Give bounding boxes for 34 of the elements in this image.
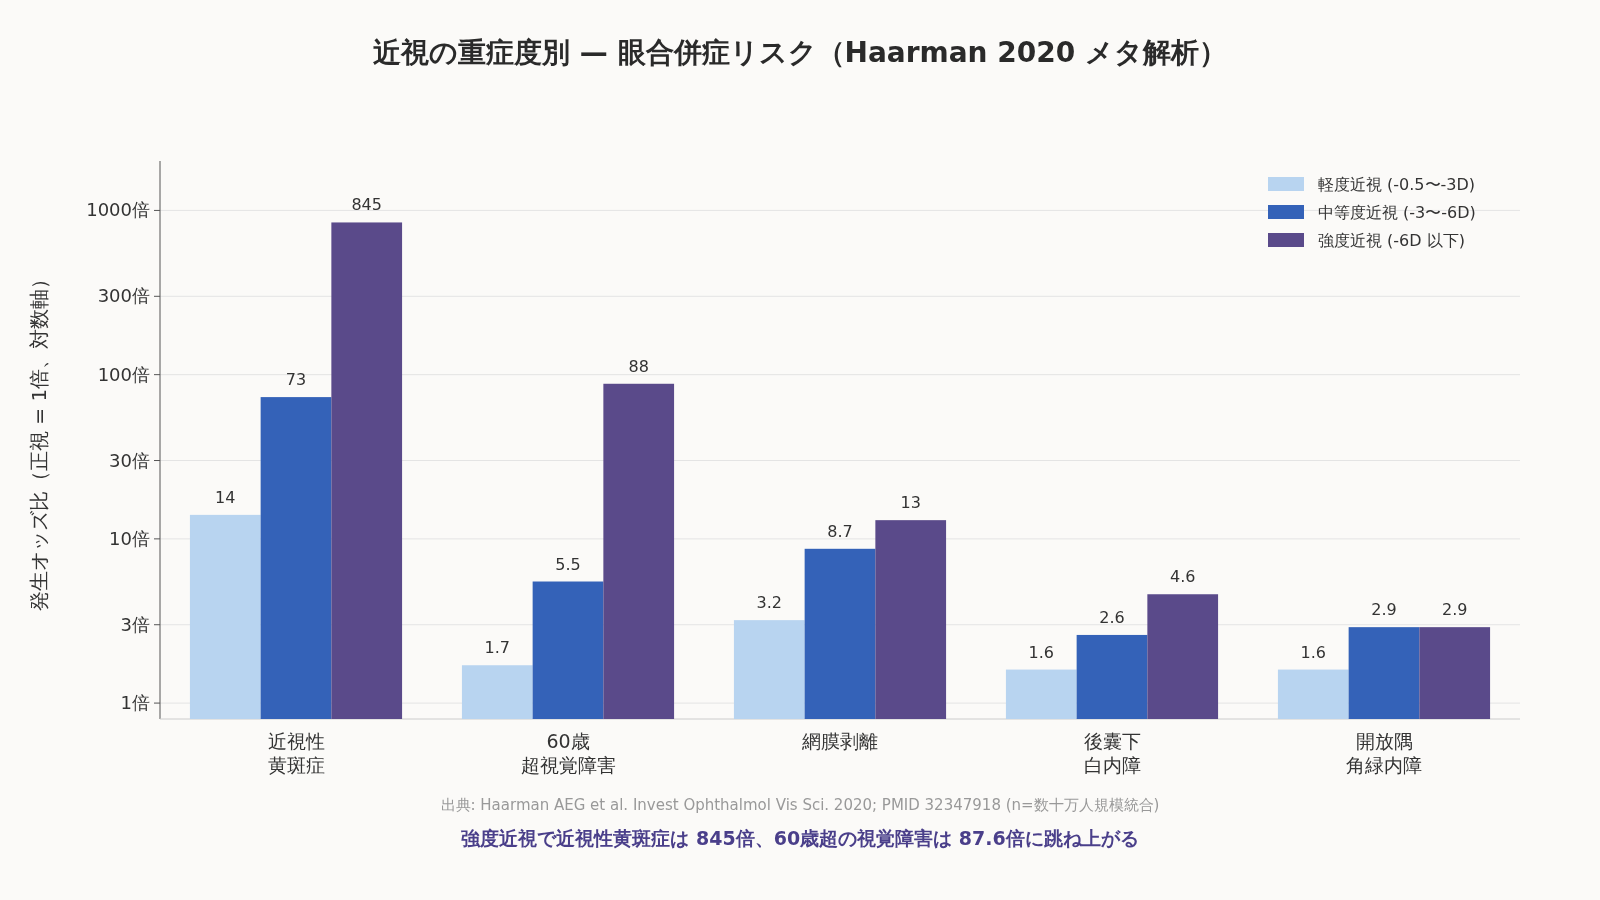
legend-label: 強度近視 (-6D 以下) bbox=[1318, 231, 1465, 250]
data-label: 13 bbox=[900, 493, 921, 513]
data-label: 5.5 bbox=[555, 554, 581, 574]
data-label: 73 bbox=[285, 370, 307, 390]
data-label: 1.7 bbox=[484, 638, 511, 658]
y-tick-label: 10倍 bbox=[109, 527, 150, 549]
data-label: 88 bbox=[628, 356, 649, 376]
data-label: 8.7 bbox=[827, 521, 853, 541]
text: 強度近視で近視性黄斑症は 845倍、60歳超の視覚障害は 87.6倍に跳ね上がる bbox=[461, 827, 1139, 849]
data-label: 3.2 bbox=[756, 593, 783, 613]
y-tick-label: 1000倍 bbox=[86, 199, 150, 221]
data-label: 4.6 bbox=[1169, 567, 1196, 587]
x-tick-label: 網膜剥離 bbox=[801, 730, 878, 752]
data-label: 1.6 bbox=[1300, 642, 1327, 662]
data-label: 1.6 bbox=[1028, 642, 1055, 662]
y-tick-label: 1倍 bbox=[120, 692, 150, 714]
data-label: 845 bbox=[351, 195, 382, 215]
chart-title: 近視の重症度別 — 眼合併症リスク（Haarman 2020 メタ解析） bbox=[373, 36, 1227, 69]
y-tick-label: 300倍 bbox=[97, 285, 150, 307]
legend-label: 中等度近視 (-3〜-6D) bbox=[1318, 203, 1476, 222]
data-label: 2.6 bbox=[1099, 607, 1125, 627]
x-tick-label: 開放隅角緑内障 bbox=[1346, 730, 1422, 776]
legend-label: 軽度近視 (-0.5〜-3D) bbox=[1318, 175, 1476, 194]
x-tick-label: 60歳超視覚障害 bbox=[520, 730, 616, 776]
data-label: 2.9 bbox=[1441, 600, 1468, 620]
y-tick-label: 100倍 bbox=[97, 363, 150, 385]
source-note: 出典: Haarman AEG et al. Invest Ophthalmol Vis Sci. 2020; PMID 32347918 (n=数十万人規模統合) bbox=[440, 796, 1160, 814]
y-axis-title: 発生オッズ比（正視 = 1倍、対数軸） bbox=[27, 268, 51, 612]
x-tick-label: 後囊下白内障 bbox=[1083, 730, 1141, 776]
y-tick-label: 30倍 bbox=[109, 449, 150, 471]
data-label: 14 bbox=[215, 487, 236, 507]
data-label: 2.9 bbox=[1371, 600, 1397, 620]
x-tick-label: 近視性黄斑症 bbox=[267, 730, 325, 776]
y-tick-label: 3倍 bbox=[120, 613, 150, 635]
